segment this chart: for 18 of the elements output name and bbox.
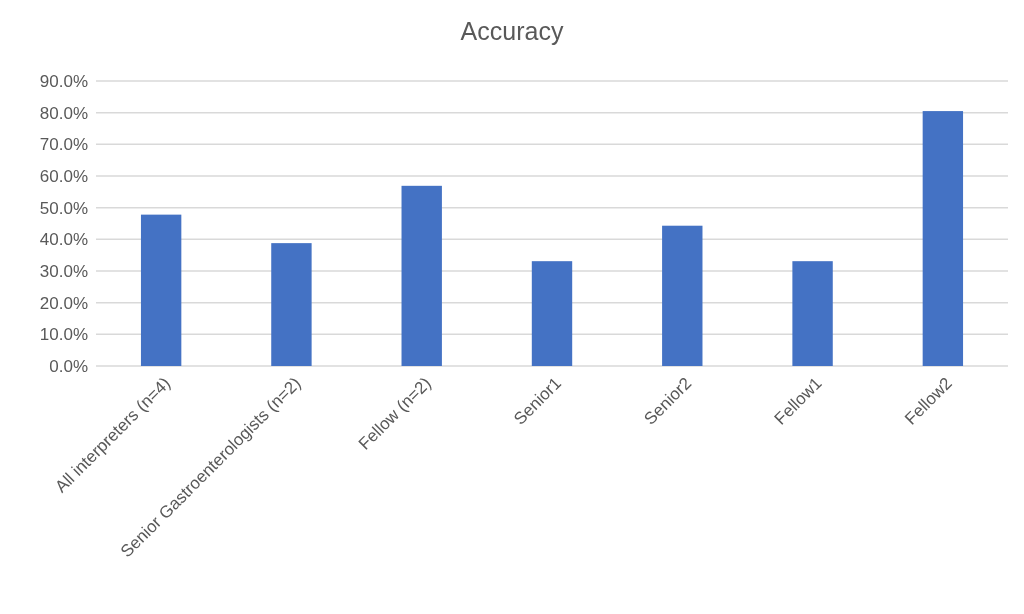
y-tick-label: 50.0% [39,198,88,218]
y-tick-label: 20.0% [39,293,88,313]
bar [922,111,964,366]
bar [271,243,312,366]
y-tick-label: 0.0% [49,356,88,376]
y-tick-label: 70.0% [39,135,88,155]
bar [792,261,833,366]
y-tick-label: 90.0% [39,71,88,91]
bar [662,225,703,366]
bar [531,261,573,366]
y-tick-label: 80.0% [39,103,88,123]
chart-title: Accuracy [460,17,564,45]
y-tick-label: 40.0% [39,230,88,250]
bar [401,185,442,366]
y-tick-label: 30.0% [39,261,88,281]
y-tick-label: 10.0% [39,325,88,345]
bar [140,214,182,366]
y-tick-label: 60.0% [39,166,88,186]
